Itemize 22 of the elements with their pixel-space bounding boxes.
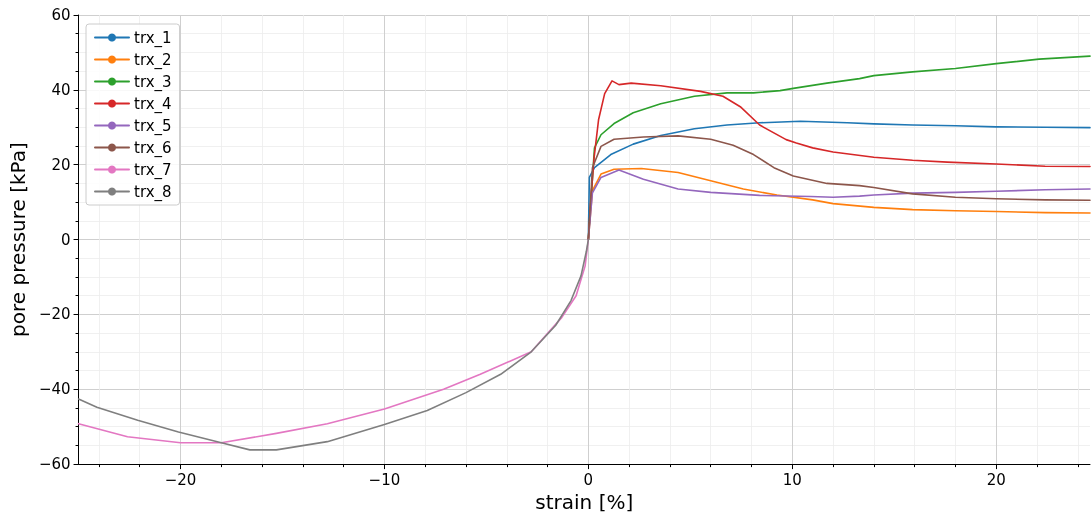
x-tick-label: 0: [583, 470, 594, 489]
legend-label: trx_1: [134, 28, 172, 48]
legend-label: trx_3: [134, 72, 172, 92]
x-tick-label: 10: [782, 470, 802, 489]
y-tick-label: 60: [51, 6, 71, 24]
legend-label: trx_4: [134, 94, 172, 114]
legend-label: trx_5: [134, 116, 172, 136]
y-tick-label: 0: [61, 230, 71, 249]
legend-label: trx_6: [134, 138, 172, 158]
legend-label: trx_8: [134, 182, 172, 202]
y-axis-title: pore pressure [kPa]: [6, 142, 30, 337]
x-tick-label: 20: [986, 470, 1006, 489]
y-tick-label: −60: [38, 455, 71, 474]
y-tick-label: 40: [51, 80, 71, 99]
x-tick-label: −10: [368, 470, 401, 489]
y-tick-label: 20: [51, 155, 71, 174]
x-axis-title: strain [%]: [535, 490, 634, 514]
legend-label: trx_2: [134, 50, 172, 70]
legend-label: trx_7: [134, 160, 172, 180]
y-tick-label: −40: [38, 380, 71, 399]
x-tick-label: −20: [164, 470, 197, 489]
y-tick-label: −20: [38, 305, 71, 324]
